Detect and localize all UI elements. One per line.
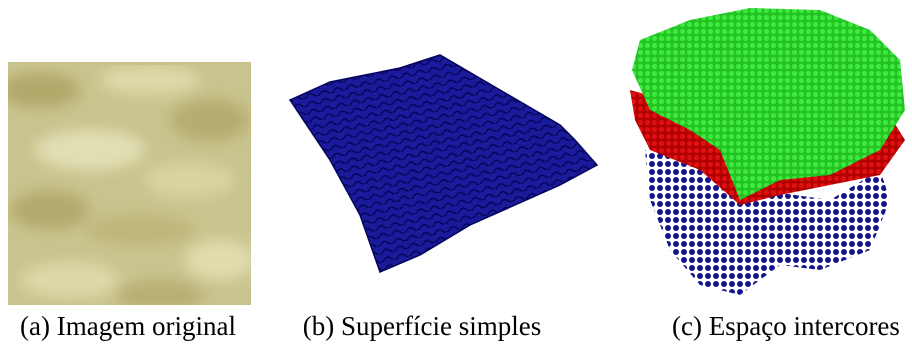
caption: (c) Espaço intercores [672,311,900,341]
original-image [0,62,255,310]
intercolor-space [630,8,905,295]
page: (a) Imagem original (b) Superfície simpl… [0,0,912,349]
caption: (b) Superfície simples [303,311,541,341]
simple-surface [290,55,597,272]
caption: (a) Imagem original [20,311,236,341]
figure: (a) Imagem original (b) Superfície simpl… [0,0,912,349]
